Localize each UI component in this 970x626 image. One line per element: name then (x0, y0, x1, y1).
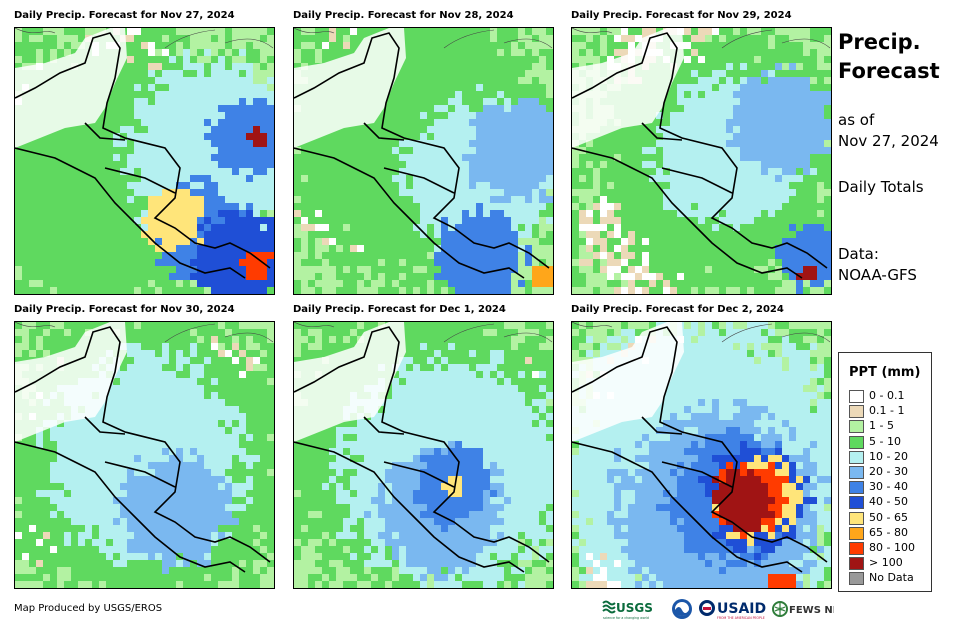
legend-title: PPT (mm) (849, 365, 920, 380)
legend-item: 50 - 65 (849, 511, 933, 525)
noaa-logo (668, 597, 698, 621)
legend-swatch (849, 557, 864, 570)
legend-label: 0.1 - 1 (869, 404, 904, 417)
legend-item: 30 - 40 (849, 480, 933, 494)
as-of-label: as of (838, 110, 939, 131)
map-canvas (15, 322, 274, 588)
legend-label: 80 - 100 (869, 541, 915, 554)
title-line-1: Precip. (838, 28, 940, 57)
legend-swatch (849, 481, 864, 494)
map-canvas (294, 28, 553, 294)
panel-title: Daily Precip. Forecast for Dec 2, 2024 (571, 304, 784, 315)
legend-item: 10 - 20 (849, 450, 933, 464)
as-of-date: Nov 27, 2024 (838, 131, 939, 152)
precip-map (571, 321, 832, 589)
legend-swatch (849, 572, 864, 585)
title-line-2: Forecast (838, 57, 940, 86)
legend-item: 80 - 100 (849, 541, 933, 555)
legend-item: > 100 (849, 556, 933, 570)
legend-swatch (849, 405, 864, 418)
legend-label: 65 - 80 (869, 526, 908, 539)
panel-title: Daily Precip. Forecast for Nov 30, 2024 (14, 304, 235, 315)
legend-item: 40 - 50 (849, 495, 933, 509)
panel-title: Daily Precip. Forecast for Nov 29, 2024 (571, 10, 792, 21)
usgs-wordmark: USGS (616, 601, 653, 615)
panel-title: Daily Precip. Forecast for Nov 28, 2024 (293, 10, 514, 21)
legend-label: 30 - 40 (869, 480, 908, 493)
legend: PPT (mm) 0 - 0.1 0.1 - 1 1 - 5 5 - 10 10 - 2… (838, 352, 932, 592)
legend-swatch (849, 420, 864, 433)
as-of-text: as of Nov 27, 2024 (838, 110, 939, 152)
legend-swatch (849, 466, 864, 479)
partner-logos: USGS science for a changing world USAID … (602, 597, 834, 621)
precip-map (14, 27, 275, 295)
legend-label: 0 - 0.1 (869, 389, 904, 402)
legend-swatch (849, 390, 864, 403)
legend-swatch (849, 527, 864, 540)
data-source-text: Data: NOAA-GFS (838, 244, 917, 286)
legend-item: 65 - 80 (849, 526, 933, 540)
legend-item: No Data (849, 571, 933, 585)
legend-label: 5 - 10 (869, 435, 901, 448)
map-canvas (572, 322, 831, 588)
legend-label: 1 - 5 (869, 419, 894, 432)
forecast-title: Precip. Forecast (838, 28, 940, 86)
precip-map (293, 27, 554, 295)
usgs-logo: USGS science for a changing world (602, 597, 664, 621)
legend-label: 10 - 20 (869, 450, 908, 463)
legend-swatch (849, 451, 864, 464)
map-canvas (572, 28, 831, 294)
legend-swatch (849, 542, 864, 555)
fews-net-logo: FEWS NET (772, 597, 834, 621)
usaid-wordmark: USAID (717, 601, 766, 617)
daily-totals-text: Daily Totals (838, 177, 924, 198)
legend-item: 0.1 - 1 (849, 404, 933, 418)
footer-credit: Map Produced by USGS/EROS (14, 603, 162, 614)
legend-item: 5 - 10 (849, 435, 933, 449)
legend-label: 40 - 50 (869, 495, 908, 508)
precip-map (571, 27, 832, 295)
legend-label: No Data (869, 571, 914, 584)
legend-item: 20 - 30 (849, 465, 933, 479)
map-canvas (15, 28, 274, 294)
legend-swatch (849, 512, 864, 525)
usaid-logo: USAID FROM THE AMERICAN PEOPLE (698, 597, 770, 621)
legend-item: 0 - 0.1 (849, 389, 933, 403)
usgs-tagline: science for a changing world (603, 616, 649, 620)
data-source: NOAA-GFS (838, 265, 917, 286)
panel-title: Daily Precip. Forecast for Nov 27, 2024 (14, 10, 235, 21)
usaid-tagline: FROM THE AMERICAN PEOPLE (717, 616, 765, 620)
precip-map (293, 321, 554, 589)
legend-item: 1 - 5 (849, 419, 933, 433)
legend-swatch (849, 436, 864, 449)
legend-swatch (849, 496, 864, 509)
data-label: Data: (838, 244, 917, 265)
panel-title: Daily Precip. Forecast for Dec 1, 2024 (293, 304, 506, 315)
map-canvas (294, 322, 553, 588)
fews-net-wordmark: FEWS NET (789, 605, 834, 616)
precip-map (14, 321, 275, 589)
legend-label: 50 - 65 (869, 511, 908, 524)
legend-label: > 100 (869, 556, 903, 569)
legend-label: 20 - 30 (869, 465, 908, 478)
